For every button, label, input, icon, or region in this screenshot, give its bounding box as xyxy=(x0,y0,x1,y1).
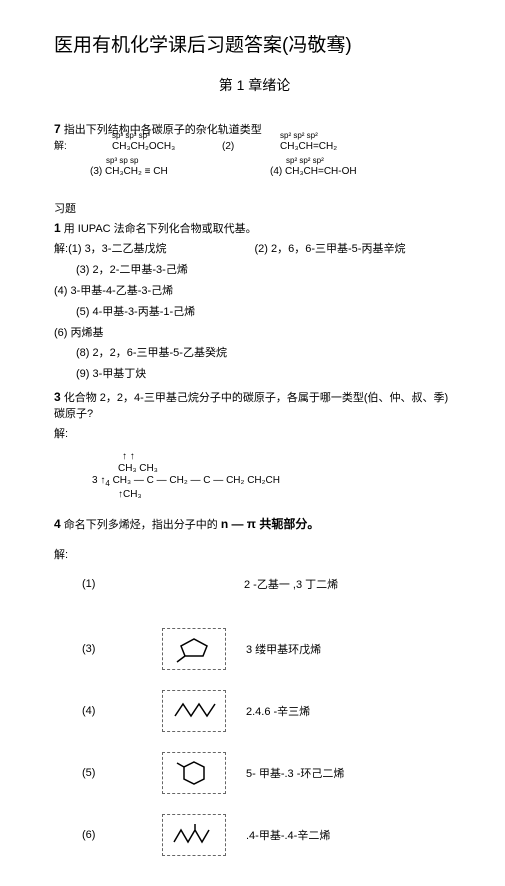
q4-item-6: (6) .4-甲基-.4-辛二烯 xyxy=(54,814,455,856)
answer-label: 解: xyxy=(54,140,112,153)
formula: CH₃CH=CH-OH xyxy=(285,166,357,177)
chapter-heading: 第 1 章绪论 xyxy=(54,75,455,95)
q1-line: 1 用 IUPAC 法命名下列化合物或取代基。 xyxy=(54,220,455,236)
sup-text: sp² sp² sp² xyxy=(286,156,324,166)
page-title: 医用有机化学课后习题答案(冯敬骞) xyxy=(54,30,455,57)
q4-item-1: (1) 2 -乙基一 ,3 丁二烯 xyxy=(54,576,455,592)
q4-line: 4 命名下列多烯烃，指出分子中的 n — π 共轭部分。 xyxy=(54,515,455,532)
item-num: (4) xyxy=(270,166,282,177)
q3-line: 3 化合物 2，2，4-三甲基己烷分子中的碳原子，各属于哪一类型(伯、仲、叔、季… xyxy=(54,389,455,421)
structure-icon xyxy=(162,690,226,732)
q4-item-5: (5) 5- 甲基-.3 -环己二烯 xyxy=(54,752,455,794)
item-num: (2) xyxy=(222,140,280,153)
sup-text: sp³ sp³ sp³ xyxy=(112,131,150,141)
q7-row2: sp³ sp sp(3) CH₃CH₂ ≡ CH sp² sp² sp²(4) … xyxy=(54,165,455,178)
q7-row1: 解: sp³ sp³ sp³CH₃CH₂OCH₃ (2) sp² sp² sp²… xyxy=(54,140,455,153)
sup-text: sp³ sp sp xyxy=(106,156,138,166)
structure: ↑ ↑ CH₃ CH₃ 3 ↑4 CH₃ — C — CH₂ — C — CH₂… xyxy=(92,451,455,501)
item-num: (3) xyxy=(90,166,102,177)
formula: CH₃CH₂OCH₃ xyxy=(112,141,175,152)
exercise-heading: 习题 xyxy=(54,200,455,216)
q1-answers: 解:(1) 3，3-二乙基戊烷 (2) 2，6，6-三甲基-5-丙基辛烷 (3)… xyxy=(54,239,455,385)
structure-icon xyxy=(162,814,226,856)
answer-label: 解: xyxy=(54,546,455,562)
q4-item-3: (3) 3 缕甲基环戊烯 xyxy=(54,628,455,670)
q4-item-4: (4) 2.4.6 -辛三烯 xyxy=(54,690,455,732)
structure-icon xyxy=(162,752,226,794)
structure-icon xyxy=(162,628,226,670)
formula: CH₃CH=CH₂ xyxy=(280,141,337,152)
answer-label: 解: xyxy=(54,425,455,441)
sup-text: sp² sp² sp² xyxy=(280,131,318,141)
formula: CH₃CH₂ ≡ CH xyxy=(105,166,168,177)
